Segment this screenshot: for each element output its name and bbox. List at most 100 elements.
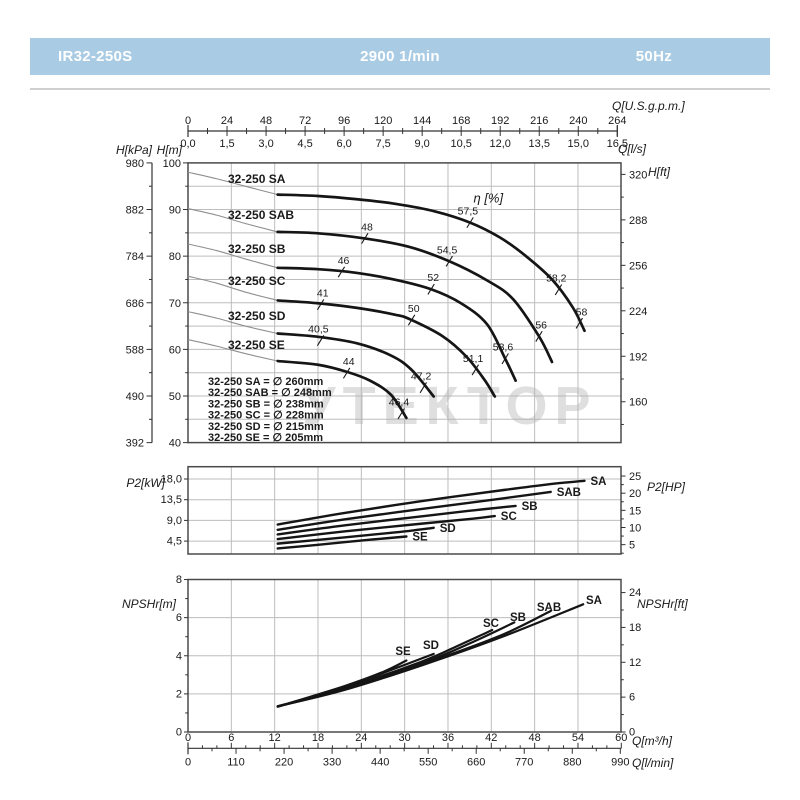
svg-text:60: 60 [169,344,181,356]
svg-text:46,4: 46,4 [389,397,410,409]
svg-text:SE: SE [395,646,411,658]
svg-text:13,5: 13,5 [161,494,182,506]
svg-text:216: 216 [530,115,548,127]
svg-text:980: 980 [126,158,144,170]
svg-text:8: 8 [176,574,182,586]
svg-text:32-250 SC: 32-250 SC [228,274,286,288]
svg-text:SAB: SAB [537,602,561,614]
svg-text:5: 5 [629,540,635,552]
svg-text:784: 784 [126,251,144,263]
header-separator [30,88,770,90]
p2-curve-sd: SD [276,523,456,545]
pump-speed: 2900 1/min [360,48,440,65]
svg-text:32-250 SAB: 32-250 SAB [228,208,294,222]
svg-text:6: 6 [176,612,182,624]
svg-text:288: 288 [629,215,647,227]
svg-text:32-250 SD: 32-250 SD [228,309,286,323]
svg-text:32-250 SAB = ∅ 248mm: 32-250 SAB = ∅ 248mm [208,387,332,399]
header-bar: IR32-250S 2900 1/min 50Hz [30,38,770,75]
svg-text:990: 990 [611,757,629,769]
svg-text:24: 24 [629,587,641,599]
svg-text:SE: SE [412,532,428,544]
svg-text:42: 42 [485,732,497,744]
svg-text:Q[l/min]: Q[l/min] [632,756,674,770]
svg-text:110: 110 [227,757,245,769]
svg-text:SB: SB [522,501,538,513]
svg-text:NPSHr[m]: NPSHr[m] [122,597,177,611]
hq-right-axis: 320 288 256 224 192 160 H[ft] [621,165,671,425]
svg-text:24: 24 [221,115,233,127]
svg-text:6: 6 [629,692,635,704]
svg-text:40: 40 [169,438,181,450]
svg-text:24: 24 [355,732,367,744]
svg-text:4: 4 [176,650,182,662]
bottom-axis: 0 6 12 18 24 30 36 42 48 54 60 0 110 220 330 440 550 660 7… [185,732,674,770]
svg-text:7,5: 7,5 [375,138,390,150]
p2-curve-se: SE [276,532,428,550]
svg-text:32-250 SB: 32-250 SB [228,242,286,256]
svg-text:490: 490 [126,391,144,403]
npsh-curve-sc: SC [276,618,499,708]
svg-text:15,0: 15,0 [568,138,589,150]
svg-text:264: 264 [608,115,626,127]
svg-text:54,5: 54,5 [437,244,458,256]
p2-right-axis: 25 20 15 10 5 P2[HP] [621,471,686,554]
svg-text:686: 686 [126,298,144,310]
svg-text:770: 770 [515,757,533,769]
svg-text:NPSHr[ft]: NPSHr[ft] [637,597,688,611]
p2-left-axis: 18,0 13,5 9,0 4,5 P2[kW] [126,474,188,548]
npsh-curve-se: SE [276,646,411,708]
svg-text:32-250 SD = ∅ 215mm: 32-250 SD = ∅ 215mm [208,421,324,433]
svg-text:58,2: 58,2 [546,273,567,285]
svg-text:330: 330 [323,757,341,769]
svg-text:50: 50 [169,391,181,403]
svg-text:0,0: 0,0 [180,138,195,150]
svg-text:60: 60 [615,732,627,744]
svg-text:6: 6 [228,732,234,744]
svg-text:0: 0 [629,727,635,739]
svg-text:57,5: 57,5 [458,206,479,218]
svg-text:4,5: 4,5 [297,138,312,150]
svg-text:4,5: 4,5 [167,536,182,548]
svg-text:52: 52 [427,272,439,284]
svg-text:12,0: 12,0 [490,138,511,150]
svg-text:48: 48 [361,221,373,233]
pump-frequency: 50Hz [635,48,672,65]
p2-curve-sc: SC [276,511,517,541]
svg-text:220: 220 [275,757,293,769]
svg-text:18,0: 18,0 [161,474,182,486]
svg-text:0: 0 [185,115,191,127]
svg-text:90: 90 [169,205,181,217]
svg-text:6,0: 6,0 [336,138,351,150]
svg-text:32-250 SC = ∅ 228mm: 32-250 SC = ∅ 228mm [208,410,324,422]
svg-text:H[m]: H[m] [157,143,183,157]
svg-text:30: 30 [399,732,411,744]
svg-text:32-250 SB = ∅ 238mm: 32-250 SB = ∅ 238mm [208,398,324,410]
svg-text:η [%]: η [%] [473,190,503,205]
npsh-right-axis: 24 18 12 6 0 NPSHr[ft] [621,587,688,739]
svg-text:20: 20 [629,488,641,500]
svg-text:168: 168 [452,115,470,127]
npsh-left-axis: 8 6 4 2 0 NPSHr[m] [122,574,188,739]
svg-text:44: 44 [343,356,355,368]
svg-text:70: 70 [169,298,181,310]
curve-32-250-se: 32-250 SE [187,338,408,420]
svg-text:12: 12 [269,732,281,744]
svg-text:256: 256 [629,260,647,272]
svg-text:51,1: 51,1 [463,353,484,365]
svg-text:10,5: 10,5 [450,138,471,150]
svg-text:36: 36 [442,732,454,744]
hq-left-axis: 980 882 784 686 588 490 392 100 90 80 70 60 50 40 H[kP… [116,143,188,450]
svg-text:32-250 SE = ∅ 205mm: 32-250 SE = ∅ 205mm [208,432,323,444]
svg-text:0: 0 [176,727,182,739]
svg-text:882: 882 [126,205,144,217]
svg-text:32-250 SA = ∅ 260mm: 32-250 SA = ∅ 260mm [208,376,323,388]
svg-text:H[ft]: H[ft] [648,165,671,179]
svg-text:15: 15 [629,505,641,517]
svg-text:192: 192 [491,115,509,127]
svg-text:16,5: 16,5 [607,138,628,150]
svg-text:SB: SB [510,612,526,624]
svg-text:550: 550 [419,757,437,769]
svg-text:56: 56 [535,319,547,331]
